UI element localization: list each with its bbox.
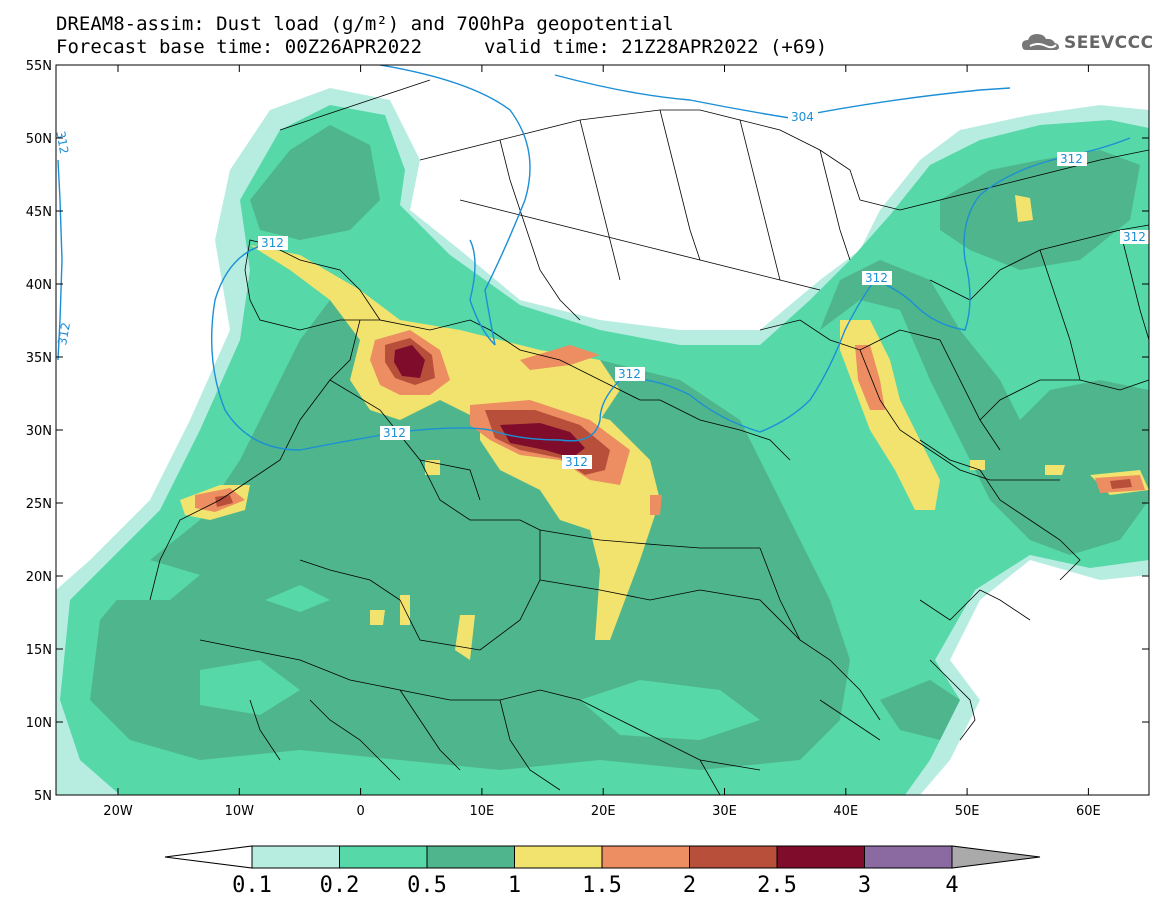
colorbar-swatch [514, 845, 603, 869]
svg-text:304: 304 [791, 110, 814, 124]
lat-tick-label: 45N [26, 205, 52, 220]
map-title: DREAM8-assim: Dust load (g/m²) and 700hP… [56, 13, 674, 35]
lon-tick-label: 10W [225, 804, 255, 819]
lat-tick-label: 25N [26, 497, 52, 512]
colorbar-level-label: 1.5 [582, 873, 622, 898]
svg-text:312: 312 [865, 271, 888, 285]
colorbar-level-label: 0.2 [320, 873, 360, 898]
svg-text:312: 312 [53, 130, 71, 155]
lon-tick-label: 10E [470, 804, 495, 819]
valid-time-label: valid time: 21Z28APR2022 (+69) [484, 36, 828, 58]
cloud-logo-icon [1022, 34, 1059, 50]
svg-text:312: 312 [55, 321, 73, 346]
colorbar-under-arrow [164, 845, 253, 869]
lon-tick-label: 20E [591, 804, 616, 819]
lon-tick-label: 40E [833, 804, 858, 819]
lon-tick-label: 0 [356, 804, 364, 819]
colorbar-swatch [426, 845, 515, 869]
lat-tick-label: 55N [26, 59, 52, 74]
base-time-label: Forecast base time: 00Z26APR2022 [56, 36, 423, 58]
contour-label: 312 [862, 271, 892, 285]
country-borders [149, 79, 1149, 795]
svg-text:312: 312 [1123, 230, 1146, 244]
lat-tick-label: 20N [26, 570, 52, 585]
colorbar-level-label: 0.5 [407, 873, 447, 898]
contour-label: 312 [1057, 152, 1087, 166]
svg-text:312: 312 [383, 426, 406, 440]
colorbar-over-arrow [951, 845, 1041, 869]
contour-label: 312 [380, 426, 410, 440]
colorbar-swatch [864, 845, 953, 869]
geopotential-contours [57, 65, 1149, 451]
contour-label: 312 [615, 367, 645, 381]
colorbar-level-label: 4 [945, 873, 958, 898]
colorbar-level-label: 0.1 [232, 873, 272, 898]
longitude-axis: 20W 10W 0 10E 20E 30E 40E 50E 60E [103, 65, 1101, 819]
lat-tick-label: 15N [26, 643, 52, 658]
lat-tick-label: 40N [26, 278, 52, 293]
lon-tick-label: 20W [103, 804, 133, 819]
svg-text:312: 312 [1060, 152, 1083, 166]
colorbar-swatch [776, 845, 865, 869]
contour-labels: 312 312 312 312 312 312 312 312 312 304 [53, 110, 1149, 469]
colorbar-swatch [251, 845, 340, 869]
lat-tick-label: 10N [26, 716, 52, 731]
contour-label: 312 [258, 236, 288, 250]
lat-tick-label: 35N [26, 351, 52, 366]
colorbar-swatch [601, 845, 690, 869]
svg-text:312: 312 [565, 455, 588, 469]
lat-tick-label: 5N [34, 789, 52, 804]
latitude-axis: 55N 50N 45N 40N 35N 30N 25N 20N 15N 10N 5N [26, 59, 1149, 804]
lat-tick-label: 30N [26, 424, 52, 439]
contour-label: 312 [53, 130, 71, 155]
lat-tick-label: 50N [26, 132, 52, 147]
colorbar-swatch [339, 845, 428, 869]
colorbar: 0.1 0.2 0.5 1 1.5 2 2.5 3 4 [164, 845, 1041, 898]
colorbar-level-label: 2 [683, 873, 696, 898]
contour-label: 312 [562, 455, 592, 469]
colorbar-level-label: 1 [508, 873, 521, 898]
colorbar-level-label: 2.5 [757, 873, 797, 898]
dust-field [56, 88, 1149, 795]
lon-tick-label: 30E [712, 804, 737, 819]
lon-tick-label: 60E [1076, 804, 1101, 819]
svg-text:312: 312 [261, 236, 284, 250]
contour-label: 312 [1120, 230, 1149, 244]
contour-label: 312 [55, 321, 73, 346]
colorbar-swatch [689, 845, 778, 869]
logo-text: SEEVCCC [1064, 33, 1154, 53]
svg-text:312: 312 [618, 367, 641, 381]
lon-tick-label: 50E [955, 804, 980, 819]
colorbar-level-label: 3 [858, 873, 871, 898]
contour-label: 304 [788, 110, 818, 124]
